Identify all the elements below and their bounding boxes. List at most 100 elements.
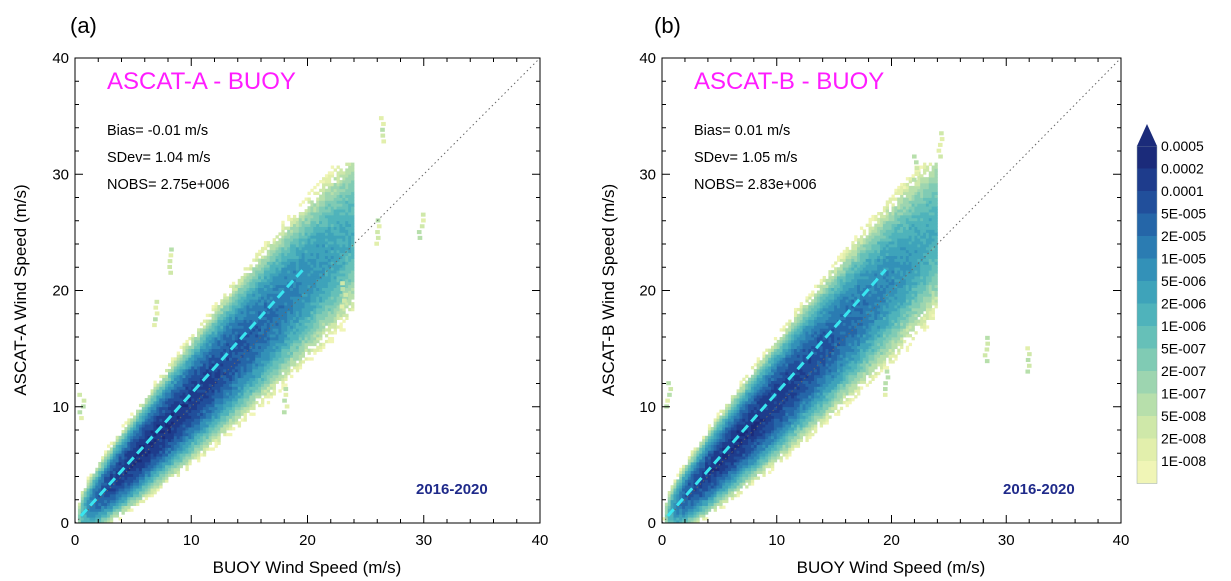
density-cell bbox=[667, 491, 672, 495]
density-cell bbox=[182, 409, 186, 413]
density-cell bbox=[80, 520, 85, 523]
density-cell bbox=[745, 470, 749, 474]
density-cell bbox=[258, 339, 262, 344]
density-cell bbox=[234, 380, 239, 384]
density-cell bbox=[191, 368, 195, 373]
density-cell bbox=[736, 418, 740, 422]
density-cell bbox=[124, 427, 128, 431]
density-cell bbox=[272, 310, 276, 315]
density-cell bbox=[324, 296, 329, 300]
density-cell bbox=[716, 476, 720, 480]
density-cell bbox=[748, 453, 752, 457]
density-cell bbox=[301, 235, 305, 239]
density-cell bbox=[191, 366, 195, 370]
density-cell bbox=[687, 505, 692, 509]
density-cell bbox=[736, 424, 740, 428]
density-cell bbox=[208, 371, 212, 376]
density-cell bbox=[324, 232, 329, 236]
density-cell bbox=[324, 287, 329, 291]
density-cell bbox=[223, 363, 227, 367]
density-cell bbox=[298, 328, 303, 332]
density-cell bbox=[727, 421, 732, 425]
density-cell bbox=[153, 432, 157, 437]
density-cell bbox=[748, 406, 752, 411]
density-cell bbox=[295, 345, 300, 350]
density-cell bbox=[750, 482, 755, 486]
density-cell bbox=[295, 316, 300, 320]
density-cell bbox=[258, 261, 262, 265]
density-cell bbox=[199, 383, 204, 387]
density-cell bbox=[168, 371, 172, 376]
density-cell bbox=[159, 438, 163, 443]
density-cell bbox=[322, 217, 326, 222]
density-cell bbox=[690, 479, 694, 483]
density-cell bbox=[699, 514, 703, 518]
density-cell bbox=[176, 432, 181, 437]
density-cell bbox=[109, 493, 114, 498]
density-cell bbox=[240, 307, 244, 312]
density-cell bbox=[138, 496, 143, 501]
density-cell bbox=[223, 299, 227, 303]
density-cell bbox=[168, 430, 172, 434]
density-cell bbox=[304, 197, 308, 201]
density-cell bbox=[214, 337, 218, 341]
density-cell bbox=[258, 374, 262, 379]
density-cell bbox=[185, 412, 189, 416]
density-cell bbox=[705, 508, 709, 512]
density-cell bbox=[290, 275, 294, 280]
panel-a-x-axis-title: BUOY Wind Speed (m/s) bbox=[213, 558, 402, 577]
density-cell bbox=[249, 287, 253, 291]
density-cell bbox=[269, 284, 274, 288]
panel-b: (b) 0 10 20 30 40 0 10 20 30 40 BUOY Win… bbox=[599, 13, 1129, 577]
density-cell bbox=[281, 316, 285, 320]
density-cell bbox=[330, 307, 335, 312]
density-cell bbox=[208, 403, 212, 408]
density-cell bbox=[748, 467, 752, 472]
density-cell bbox=[220, 348, 224, 352]
density-cell bbox=[252, 389, 256, 393]
outlier-cell bbox=[153, 317, 158, 322]
density-cell bbox=[284, 232, 288, 236]
density-cell bbox=[707, 453, 712, 457]
density-cell bbox=[272, 380, 276, 384]
density-cell bbox=[713, 450, 717, 454]
density-cell bbox=[83, 502, 88, 506]
density-cell bbox=[86, 482, 90, 486]
density-cell bbox=[307, 334, 311, 338]
density-cell bbox=[269, 316, 274, 320]
density-cell bbox=[165, 400, 169, 405]
density-cell bbox=[261, 368, 265, 373]
density-cell bbox=[205, 406, 210, 411]
density-cell bbox=[673, 493, 677, 498]
panel-a-x-tick-label: 40 bbox=[532, 532, 549, 549]
density-cell bbox=[141, 447, 146, 451]
density-cell bbox=[133, 502, 137, 506]
density-cell bbox=[713, 476, 717, 480]
density-cell bbox=[133, 447, 137, 451]
density-cell bbox=[130, 444, 134, 448]
density-cell bbox=[98, 476, 102, 480]
density-cell bbox=[197, 453, 201, 457]
density-cell bbox=[687, 514, 692, 518]
density-cell bbox=[298, 287, 303, 291]
density-cell bbox=[229, 293, 233, 297]
density-cell bbox=[197, 366, 201, 370]
density-cell bbox=[197, 395, 201, 399]
density-cell bbox=[319, 258, 323, 262]
density-cell bbox=[240, 354, 244, 358]
density-cell bbox=[304, 348, 308, 352]
density-cell bbox=[159, 403, 163, 408]
density-cell bbox=[176, 400, 181, 405]
density-cell bbox=[699, 508, 703, 512]
density-cell bbox=[83, 517, 88, 521]
density-cell bbox=[742, 450, 746, 454]
density-cell bbox=[202, 421, 207, 425]
density-cell bbox=[702, 441, 706, 445]
density-cell bbox=[316, 249, 320, 254]
density-cell bbox=[150, 418, 154, 422]
density-cell bbox=[727, 418, 732, 422]
density-cell bbox=[197, 418, 201, 422]
density-cell bbox=[168, 473, 172, 477]
density-cell bbox=[278, 264, 282, 268]
density-cell bbox=[310, 273, 314, 277]
